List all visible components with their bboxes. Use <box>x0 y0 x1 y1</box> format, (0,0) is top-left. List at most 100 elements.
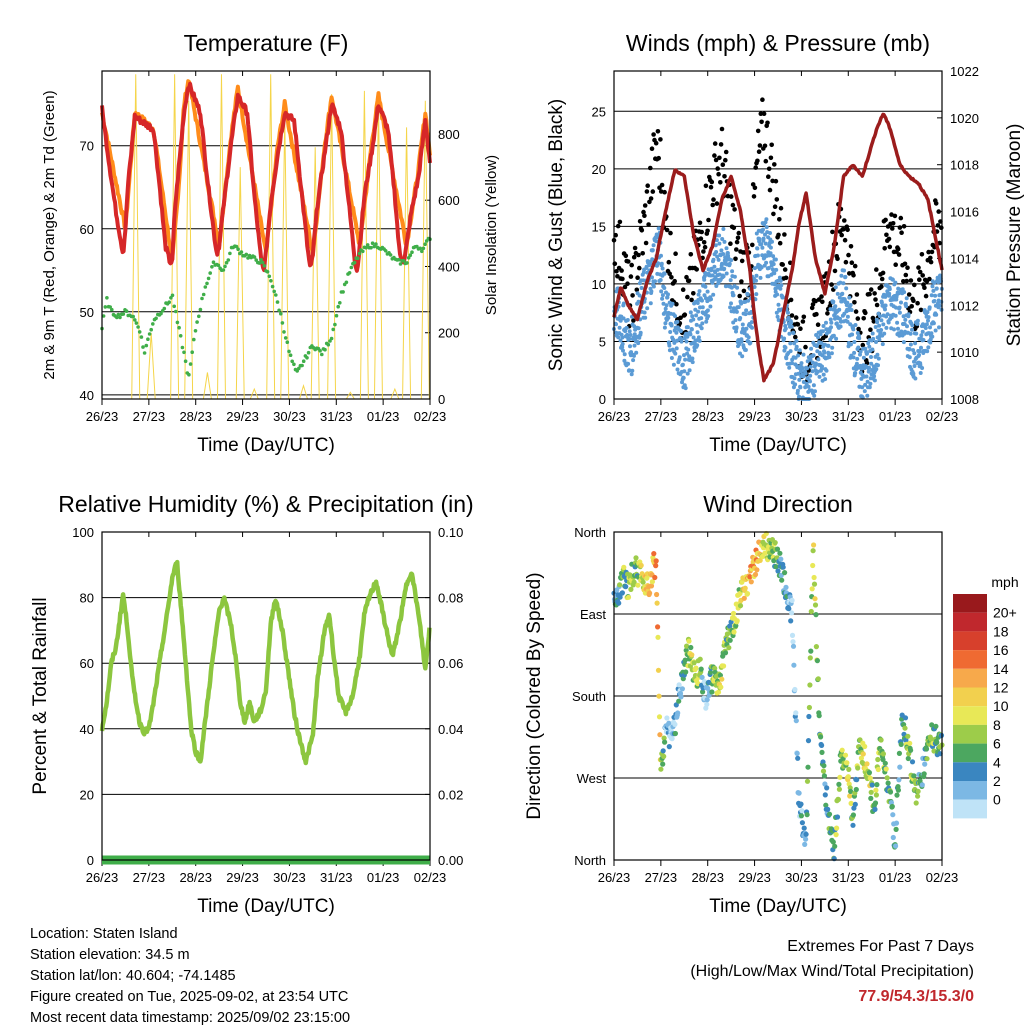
gust-point <box>895 246 901 252</box>
wind-point <box>783 326 788 331</box>
direction-point <box>654 600 660 606</box>
dewpoint-point <box>208 271 212 275</box>
gust-point <box>846 252 851 258</box>
wind-point <box>706 314 711 319</box>
wind-point <box>920 366 925 370</box>
dir-y-tick-label: North <box>574 853 606 868</box>
wind-point <box>881 322 886 327</box>
wind-point <box>850 332 855 337</box>
gust-point <box>780 262 785 267</box>
dewpoint-point <box>201 292 206 297</box>
wind-point <box>862 389 867 394</box>
wind-point <box>715 267 720 272</box>
dir-panel: Wind Direction 26/23 27/23 28/23 29/23 30/23 3… <box>524 491 958 917</box>
wind-point <box>757 237 762 241</box>
direction-point <box>805 764 811 770</box>
wind-point <box>908 342 913 347</box>
wind-point <box>927 305 932 310</box>
gust-point <box>902 261 908 267</box>
wind-point <box>771 254 776 259</box>
gust-point <box>772 162 777 167</box>
wind-point <box>766 266 771 270</box>
dewpoint-point <box>402 259 406 263</box>
gust-point <box>905 265 910 271</box>
dewpoint-point <box>206 276 211 281</box>
dewpoint-point <box>283 336 288 340</box>
wind-point <box>782 348 787 353</box>
speed-legend-label: 16 <box>993 642 1009 658</box>
gust-point <box>793 334 798 340</box>
wind-point <box>638 330 643 335</box>
wind-point <box>853 323 858 327</box>
wind-point <box>827 355 832 360</box>
wind-point <box>696 309 701 314</box>
dewpoint-point <box>336 304 341 309</box>
dewpoint-point <box>270 284 275 289</box>
gust-point <box>856 326 861 332</box>
direction-point <box>730 610 737 617</box>
direction-point <box>655 634 661 640</box>
temp-axes-box <box>101 70 431 400</box>
wind-point <box>685 371 690 376</box>
dewpoint-point <box>147 332 152 336</box>
dewpoint-point <box>188 362 193 366</box>
direction-point <box>786 606 792 612</box>
direction-point <box>726 645 732 651</box>
wind-point <box>777 275 782 280</box>
wind-point <box>933 293 938 298</box>
wind-point <box>833 304 838 309</box>
direction-point <box>684 643 690 649</box>
direction-point <box>691 660 697 666</box>
wind-point <box>870 331 875 336</box>
solar-spike <box>345 391 355 400</box>
direction-point <box>783 584 789 591</box>
direction-point <box>805 738 812 744</box>
wind-point <box>624 325 629 330</box>
wind-point <box>754 273 759 278</box>
direction-point <box>810 548 816 554</box>
wind-point <box>879 328 884 332</box>
dewpoint-point <box>262 264 267 268</box>
gust-point <box>757 143 763 148</box>
direction-point <box>790 639 796 645</box>
dewpoint-point <box>228 251 232 256</box>
dewpoint-point <box>406 255 411 260</box>
wind-point <box>754 292 759 297</box>
wind-point <box>687 368 692 373</box>
wind-point <box>873 325 878 329</box>
wind-point <box>813 389 817 394</box>
wind-point <box>620 342 625 346</box>
direction-point <box>698 666 704 672</box>
wind-point <box>759 242 764 247</box>
direction-point <box>890 812 896 818</box>
wind-point <box>910 327 914 332</box>
gust-point <box>893 262 898 268</box>
wind-point <box>775 292 780 297</box>
direction-point <box>895 787 902 793</box>
gust-point <box>803 344 808 350</box>
wind-point <box>702 293 707 298</box>
wind-point <box>863 382 868 387</box>
gust-point <box>903 272 909 278</box>
wind-point <box>896 326 900 331</box>
temp-y-tick-label: 50 <box>80 305 94 320</box>
temp-y-tick-label: 40 <box>80 388 94 403</box>
gust-point <box>731 225 737 231</box>
wind-point <box>886 320 891 325</box>
wind-point <box>627 368 632 373</box>
wind-point <box>904 304 909 309</box>
direction-point <box>893 820 900 826</box>
wind-point <box>675 319 680 324</box>
dewpoint-point <box>190 350 194 355</box>
wind-point <box>764 260 769 265</box>
wind-point <box>791 331 796 335</box>
direction-point <box>811 542 817 548</box>
gust-point <box>715 166 720 171</box>
gust-point <box>882 246 887 251</box>
direction-point <box>812 602 819 608</box>
direction-point <box>884 775 890 781</box>
dewpoint-point <box>175 320 180 325</box>
wind-point <box>874 367 879 372</box>
gust-point <box>917 277 922 283</box>
wind-point <box>937 325 941 330</box>
